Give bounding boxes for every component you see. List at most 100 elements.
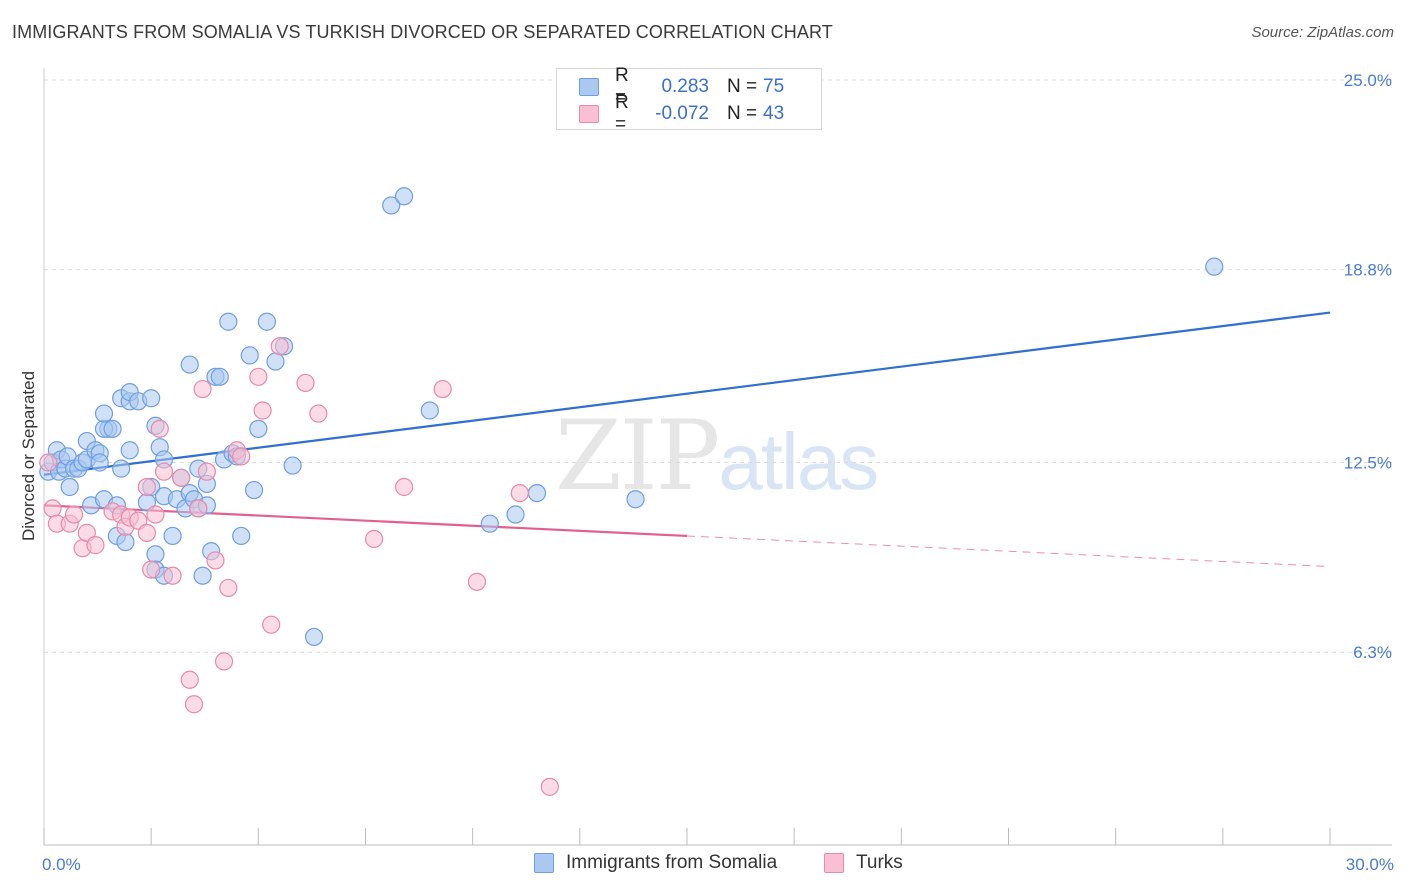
data-point	[309, 404, 328, 423]
grid-lines	[44, 79, 1392, 653]
data-point	[210, 367, 229, 386]
data-point	[480, 514, 499, 533]
data-point	[257, 312, 277, 331]
data-point	[626, 490, 645, 509]
y-tick-label: 18.8%	[1344, 261, 1392, 280]
data-point	[64, 505, 84, 524]
data-point	[189, 499, 208, 518]
data-point	[364, 529, 384, 549]
r-label: R =	[615, 92, 629, 135]
series-legend: Immigrants from Somalia Turks	[0, 852, 1406, 878]
data-point	[283, 456, 302, 475]
data-point	[1205, 257, 1224, 276]
somalia-swatch	[579, 78, 599, 96]
data-point	[197, 462, 216, 481]
data-point	[103, 419, 122, 438]
x-tick-label: 0.0%	[42, 855, 81, 874]
chart-title: IMMIGRANTS FROM SOMALIA VS TURKISH DIVOR…	[12, 22, 833, 42]
data-point	[180, 355, 199, 374]
n-value: 43	[763, 103, 785, 124]
somalia-trend-line	[43, 311, 1331, 476]
legend-row-turks: R = -0.072 N = 43	[579, 92, 785, 135]
data-point	[112, 459, 131, 478]
data-point	[420, 401, 439, 420]
data-point	[150, 419, 169, 438]
turks-points	[39, 337, 559, 796]
data-point	[304, 627, 324, 647]
x-tick-label: 30.0%	[1346, 855, 1394, 874]
data-point	[394, 477, 414, 497]
data-point	[137, 523, 156, 542]
correlation-legend: R = 0.283 N = 75 R = -0.072 N = 43	[556, 65, 822, 135]
data-point	[266, 352, 285, 371]
somalia-swatch	[534, 853, 554, 873]
legend-label: Immigrants from Somalia	[566, 852, 778, 873]
data-point	[510, 484, 529, 503]
data-point	[43, 499, 62, 518]
n-value: 75	[763, 76, 785, 97]
r-value: 0.283	[661, 76, 709, 97]
y-tick-label: 6.3%	[1353, 643, 1392, 662]
data-point	[219, 312, 238, 331]
data-point	[172, 468, 191, 487]
data-point	[116, 532, 135, 552]
data-point	[262, 615, 281, 634]
r-value: -0.072	[655, 103, 709, 124]
data-point	[206, 551, 225, 570]
y-axis-label: Divorced or Separated	[19, 371, 38, 541]
data-point	[253, 401, 272, 420]
data-point	[232, 447, 251, 466]
data-point	[146, 505, 165, 524]
data-point	[60, 477, 79, 497]
data-point	[86, 536, 105, 555]
data-point	[394, 187, 414, 206]
data-point	[184, 695, 204, 714]
y-tick-label: 25.0%	[1344, 71, 1392, 90]
data-point	[94, 404, 114, 423]
data-point	[219, 578, 238, 598]
data-point	[180, 670, 199, 689]
r-label: R =	[615, 65, 629, 108]
data-point	[154, 462, 174, 481]
data-point	[137, 477, 156, 497]
data-point	[232, 526, 251, 546]
data-point	[146, 545, 165, 564]
data-point	[240, 346, 259, 365]
turks-swatch	[579, 105, 599, 123]
data-point	[249, 367, 268, 386]
watermark-atlas: atlas	[718, 417, 879, 506]
turks-trend-extension	[686, 535, 1331, 568]
data-point	[467, 572, 487, 591]
data-point	[249, 419, 268, 438]
data-point	[214, 652, 234, 671]
n-label: N =	[727, 76, 758, 97]
data-point	[244, 480, 264, 500]
data-point	[296, 373, 315, 393]
legend-item-somalia[interactable]: Immigrants from Somalia	[534, 852, 777, 874]
data-point	[163, 566, 182, 585]
somalia-points	[39, 187, 1224, 647]
source-label: Source: ZipAtlas.com	[1251, 24, 1394, 41]
tick-labels: 6.3% 12.5% 18.8% 25.0% 0.0% 30.0%	[42, 71, 1394, 874]
data-point	[193, 379, 212, 399]
legend-item-turks[interactable]: Turks	[824, 852, 903, 874]
data-points	[39, 187, 1224, 796]
data-point	[433, 379, 452, 399]
legend-label: Turks	[856, 852, 903, 873]
n-label: N =	[727, 103, 758, 124]
data-point	[163, 526, 182, 546]
data-point	[527, 484, 547, 503]
data-point	[506, 505, 525, 524]
data-point	[90, 453, 109, 472]
data-point	[142, 560, 161, 579]
legend-row-somalia: R = 0.283 N = 75	[579, 65, 785, 108]
data-point	[193, 566, 212, 585]
data-point	[39, 453, 58, 472]
data-point	[382, 196, 401, 215]
y-tick-label: 12.5%	[1344, 454, 1392, 473]
data-point	[540, 777, 559, 796]
data-point	[142, 389, 161, 408]
data-point	[120, 441, 139, 460]
data-point	[270, 337, 289, 356]
